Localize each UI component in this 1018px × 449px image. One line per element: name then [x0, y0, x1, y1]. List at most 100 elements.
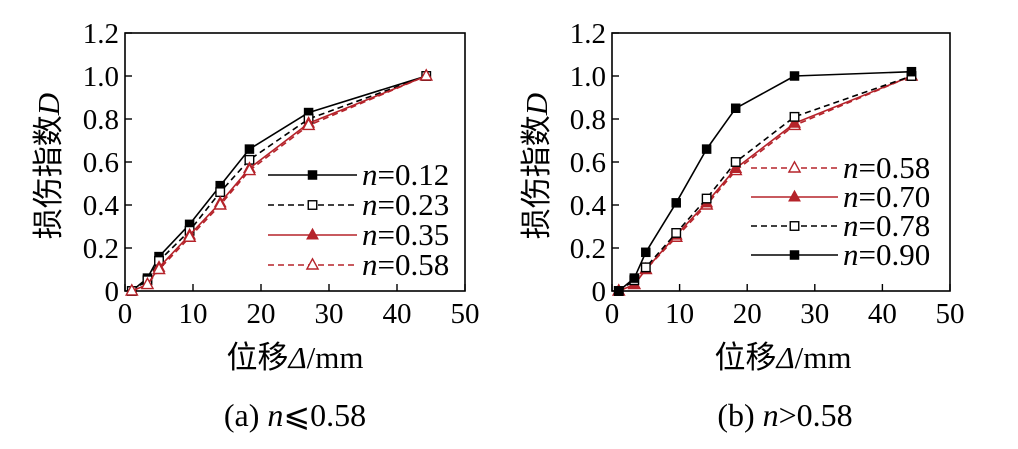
legend-marker	[306, 227, 319, 240]
x-tick-label: 10	[665, 298, 694, 330]
data-point	[701, 144, 712, 154]
y-axis-label: 损伤指数D	[519, 93, 554, 239]
data-point	[906, 66, 917, 77]
data-point	[789, 71, 800, 81]
x-tick-label: 50	[936, 298, 965, 330]
legend-marker	[305, 257, 320, 270]
panel-caption: (a) n⩽0.58	[224, 397, 366, 433]
x-tick-label: 0	[605, 298, 620, 330]
italic-symbol: n	[362, 157, 378, 192]
label-run: =0.12	[378, 157, 450, 192]
y-tick-label: 0.8	[83, 104, 119, 136]
italic-symbol: n	[843, 208, 859, 243]
data-point	[629, 273, 640, 283]
legend-marker	[789, 250, 800, 260]
label-run: =0.35	[378, 217, 450, 252]
label-run: (a)	[224, 397, 268, 433]
y-tick-label: 0	[105, 276, 120, 308]
label-run: =0.90	[859, 237, 931, 272]
italic-symbol: n	[843, 150, 859, 185]
series-line	[618, 75, 912, 292]
data-point	[152, 261, 166, 275]
series-group	[611, 66, 919, 296]
legend-item: n=0.70	[751, 179, 930, 214]
x-tick-label: 10	[179, 298, 208, 330]
italic-symbol: n	[843, 237, 859, 272]
label-run: 位移	[226, 340, 288, 375]
data-point	[729, 161, 743, 173]
data-point	[140, 276, 155, 290]
data-point	[671, 227, 682, 238]
legend-label: n=0.23	[362, 187, 449, 222]
y-tick-label: 1.0	[570, 61, 606, 93]
legend-item: n=0.12	[268, 157, 449, 192]
label-run: 损伤指数	[31, 115, 66, 239]
x-tick-label: 30	[315, 298, 344, 330]
legend-marker	[307, 200, 318, 210]
y-tick-label: 0.4	[570, 190, 607, 222]
italic-symbol: n	[362, 247, 378, 282]
series-group	[125, 68, 434, 296]
axes: 0 0.2 0.4 0.6 0.8 1.0 1.2 0 10 20 30 40 50	[83, 18, 480, 330]
y-tick-label: 0.2	[570, 233, 606, 265]
y-tick-label: 1.0	[83, 61, 119, 93]
panel-a: 0 0.2 0.4 0.6 0.8 1.0 1.2 0 10 20 30 40 50 损伤指数D 位移Δ/m…	[31, 18, 480, 433]
data-point	[244, 144, 255, 154]
y-tick-label: 0.8	[570, 104, 606, 136]
legend-label: n=0.58	[843, 150, 930, 185]
italic-symbol: D	[31, 93, 66, 116]
label-run: ⩽0.58	[283, 397, 366, 433]
data-point	[701, 193, 712, 204]
data-point	[301, 117, 316, 131]
italic-symbol: n	[362, 217, 378, 252]
y-axis-label: 损伤指数D	[31, 93, 66, 239]
data-point	[242, 162, 257, 176]
x-tick-label: 40	[868, 298, 897, 330]
data-point	[788, 116, 801, 128]
data-point	[215, 187, 226, 198]
legend-item: n=0.58	[268, 247, 449, 282]
data-point	[213, 197, 227, 210]
legend-marker	[307, 170, 318, 180]
data-point	[730, 157, 741, 167]
data-point	[125, 283, 139, 296]
legend-item: n=0.90	[751, 237, 930, 272]
x-tick-label: 20	[733, 298, 762, 330]
series-n=0.58	[125, 68, 434, 296]
italic-symbol: n	[267, 397, 283, 433]
label-run: =0.58	[859, 150, 931, 185]
legend-label: n=0.58	[362, 247, 449, 282]
legend: n=0.12n=0.23n=0.35n=0.58	[268, 157, 449, 282]
italic-symbol: Δ	[774, 340, 794, 375]
italic-symbol: n	[362, 187, 378, 222]
y-tick-label: 0.2	[83, 233, 119, 265]
x-tick-label: 20	[247, 298, 276, 330]
data-point	[182, 229, 197, 242]
data-point	[671, 198, 681, 208]
label-run: /mm	[307, 340, 364, 375]
legend-marker	[789, 221, 800, 231]
label-run: =0.23	[378, 187, 450, 222]
y-tick-label: 0.6	[83, 147, 119, 179]
x-axis-label: 位移Δ/mm	[226, 340, 363, 375]
y-tick-label: 1.2	[83, 18, 119, 50]
label-run: (b)	[717, 397, 762, 433]
label-run: 损伤指数	[519, 115, 554, 239]
y-tick-label: 0.4	[83, 190, 120, 222]
y-tick-label: 0	[592, 276, 607, 308]
legend-label: n=0.35	[362, 217, 449, 252]
x-tick-label: 0	[118, 298, 133, 330]
series-n=0.90	[614, 66, 917, 296]
legend-item: n=0.78	[751, 208, 930, 243]
x-axis-label: 位移Δ/mm	[714, 340, 851, 375]
label-run: =0.70	[859, 179, 931, 214]
italic-symbol: n	[843, 179, 859, 214]
label-run: =0.58	[378, 247, 450, 282]
panel-b: 0 0.2 0.4 0.6 0.8 1.0 1.2 0 10 20 30 40 50 损伤指数D 位移Δ/m…	[519, 18, 965, 433]
y-tick-label: 1.2	[570, 18, 606, 50]
italic-symbol: n	[763, 397, 779, 433]
panel-caption: (b) n>0.58	[717, 397, 852, 433]
label-run: 位移	[714, 340, 776, 375]
label-run: =0.78	[859, 208, 931, 243]
italic-symbol: D	[519, 93, 554, 116]
